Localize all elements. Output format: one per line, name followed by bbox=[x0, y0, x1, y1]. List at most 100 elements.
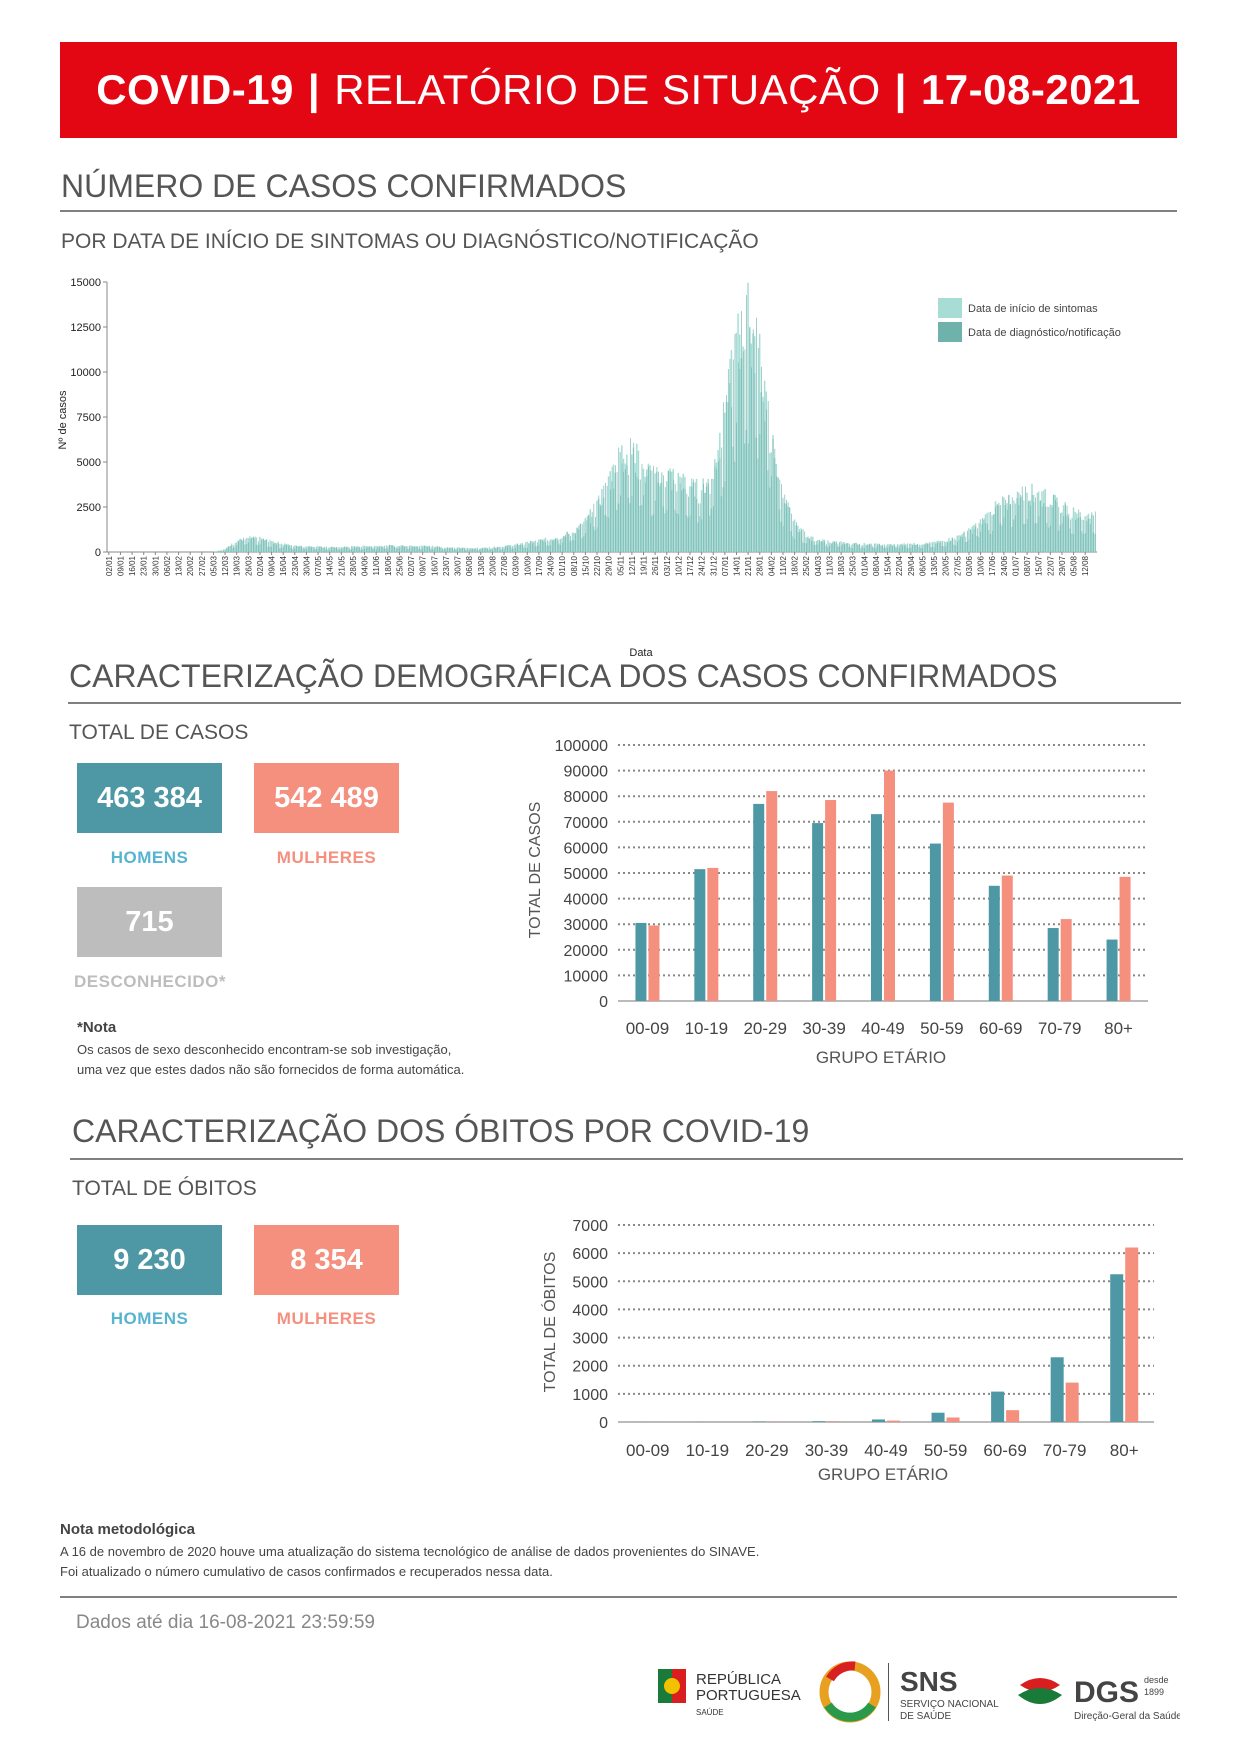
daily-x-tick-label: 06/05 bbox=[918, 555, 927, 576]
daily-bar-notification bbox=[646, 476, 648, 552]
daily-bar-notification bbox=[618, 447, 620, 552]
daily-x-tick-label: 23/07 bbox=[442, 555, 451, 576]
daily-x-tick-label: 08/07 bbox=[1023, 555, 1032, 576]
bar-60-69-teal bbox=[991, 1391, 1005, 1422]
daily-bar-notification bbox=[374, 545, 376, 552]
daily-bar-notification bbox=[430, 546, 432, 552]
daily-x-tick-label: 05/11 bbox=[616, 555, 625, 575]
women-deaths-card: 8 354 bbox=[254, 1225, 399, 1295]
daily-bar-notification bbox=[1006, 509, 1008, 552]
daily-bar-notification bbox=[716, 468, 718, 552]
daily-bar-notification bbox=[329, 549, 331, 552]
daily-bar-notification bbox=[560, 539, 561, 552]
daily-bar-notification bbox=[701, 519, 703, 552]
daily-bar-notification bbox=[297, 547, 299, 552]
daily-bar-notification bbox=[676, 491, 678, 552]
daily-bar-notification bbox=[980, 531, 982, 552]
daily-bar-notification bbox=[900, 543, 902, 552]
bar-30-39-teal bbox=[812, 823, 824, 1001]
daily-bar-notification bbox=[475, 548, 477, 552]
daily-x-tick-label: 29/07 bbox=[1058, 555, 1067, 576]
daily-bar-notification bbox=[892, 545, 894, 552]
y-tick-label: 90000 bbox=[564, 764, 609, 781]
deaths-bars bbox=[633, 1247, 1139, 1422]
daily-bar-notification bbox=[369, 546, 371, 552]
daily-bar-notification bbox=[522, 544, 523, 552]
daily-bar-notification bbox=[908, 543, 910, 552]
daily-bar-notification bbox=[1001, 496, 1003, 552]
daily-bar-notification bbox=[835, 541, 837, 552]
daily-bar-notification bbox=[1005, 499, 1007, 552]
daily-bar-notification bbox=[591, 511, 593, 552]
dgs-logo: DGS desde 1899 Direção-Geral da Saúde bbox=[1018, 1675, 1180, 1722]
daily-x-tick-label: 24/09 bbox=[547, 555, 556, 576]
dgs-since-text: desde bbox=[1144, 1675, 1169, 1685]
daily-bar-notification bbox=[832, 541, 834, 552]
category-label: 00-09 bbox=[626, 1019, 669, 1038]
daily-bar-notification bbox=[510, 546, 512, 552]
daily-bar-notification bbox=[801, 530, 802, 552]
daily-bar-notification bbox=[311, 547, 312, 552]
daily-bar-notification bbox=[669, 471, 671, 552]
deaths-grid: 0 1000 2000 3000 4000 5000 6000 7000 bbox=[572, 1218, 1154, 1432]
daily-bar-notification bbox=[1008, 494, 1010, 552]
daily-bar-notification bbox=[923, 545, 925, 552]
daily-bar-notification bbox=[864, 548, 865, 552]
daily-bar-notification bbox=[400, 546, 402, 552]
daily-bar-notification bbox=[674, 483, 676, 552]
method-note-line-1: A 16 de novembro de 2020 houve uma atual… bbox=[60, 1544, 760, 1559]
daily-bar-notification bbox=[991, 530, 993, 552]
sns-arc-icon bbox=[824, 1702, 876, 1722]
daily-bar-notification bbox=[236, 545, 238, 552]
daily-bar-notification bbox=[533, 541, 535, 552]
daily-bar-notification bbox=[286, 545, 288, 552]
daily-bar-notification bbox=[616, 472, 618, 552]
daily-bar-notification bbox=[842, 542, 844, 552]
daily-bar-notification bbox=[545, 541, 547, 552]
daily-bar-notification bbox=[945, 546, 947, 552]
daily-bar-notification bbox=[382, 546, 384, 552]
daily-bar-notification bbox=[502, 546, 503, 552]
daily-bar-notification bbox=[304, 547, 306, 552]
daily-bar-notification bbox=[988, 512, 990, 552]
dgs-year-text: 1899 bbox=[1144, 1687, 1164, 1697]
daily-bar-notification bbox=[1093, 515, 1095, 552]
y-tick-label: 50000 bbox=[564, 866, 609, 883]
daily-x-tick-label: 15/10 bbox=[581, 555, 590, 576]
daily-bar-notification bbox=[261, 540, 263, 552]
daily-x-tick-label: 24/12 bbox=[698, 555, 707, 576]
daily-bar-notification bbox=[380, 547, 382, 552]
daily-bar-notification bbox=[668, 471, 669, 552]
daily-bar-notification bbox=[810, 540, 812, 552]
daily-bar-notification bbox=[874, 543, 875, 552]
daily-bar-notification bbox=[784, 494, 786, 552]
daily-bar-notification bbox=[724, 481, 726, 552]
daily-bar-notification bbox=[754, 373, 756, 552]
daily-bar-notification bbox=[267, 541, 269, 552]
daily-bar-notification bbox=[903, 545, 905, 552]
daily-x-tick-label: 29/04 bbox=[907, 555, 916, 576]
daily-bar-notification bbox=[948, 541, 950, 552]
daily-bar-notification bbox=[448, 547, 450, 552]
bar-60-69-salmon bbox=[1006, 1410, 1020, 1422]
daily-bar-notification bbox=[362, 545, 364, 552]
daily-bar-notification bbox=[492, 549, 493, 552]
daily-bar-notification bbox=[585, 533, 586, 552]
daily-bar-notification bbox=[365, 547, 367, 552]
daily-bar-notification bbox=[472, 548, 473, 552]
daily-bar-notification bbox=[772, 438, 774, 552]
daily-bar-notification bbox=[742, 351, 744, 552]
daily-bar-notification bbox=[1045, 506, 1046, 552]
daily-bar-notification bbox=[600, 506, 601, 552]
republica-portuguesa-logo: REPÚBLICA PORTUGUESA SAÚDE bbox=[658, 1669, 801, 1717]
daily-bar-notification bbox=[500, 546, 502, 552]
deaths-y-label: TOTAL DE ÓBITOS bbox=[540, 1252, 559, 1393]
category-label: 50-59 bbox=[924, 1441, 967, 1460]
daily-bar-notification bbox=[1068, 517, 1070, 552]
daily-bar-notification bbox=[688, 496, 689, 552]
daily-bar-symptoms bbox=[375, 545, 377, 552]
daily-bar-notification bbox=[928, 542, 930, 552]
bar-40-49-salmon bbox=[884, 770, 895, 1001]
dgs-wave-green-icon bbox=[1018, 1688, 1062, 1704]
category-label: 50-59 bbox=[920, 1019, 963, 1038]
